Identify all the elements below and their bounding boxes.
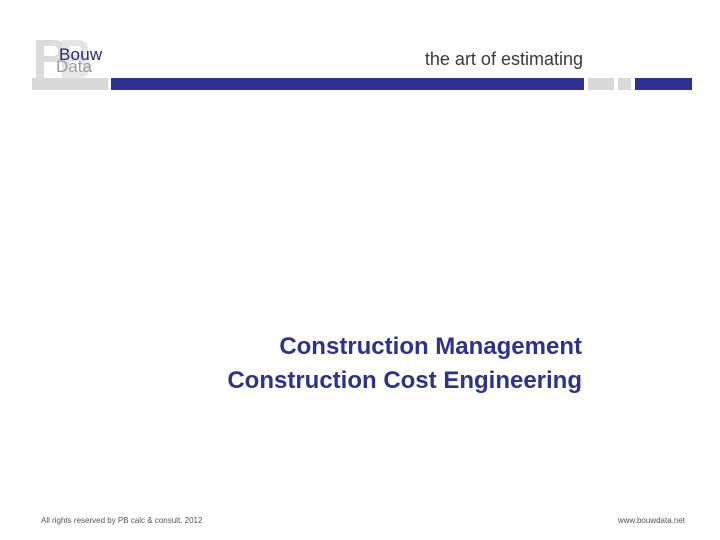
title-line-1: Construction Management (279, 333, 582, 360)
header-bar-grey-left (32, 78, 108, 90)
pb-logo-icon (32, 34, 108, 82)
bouwdata-logo: Bouw Data (32, 34, 108, 92)
header-bar-blue-main (111, 78, 584, 90)
tagline: the art of estimating (424, 49, 583, 69)
slide-title: Construction Management Construction Cos… (227, 330, 582, 398)
header-bar-blue-right (635, 78, 692, 90)
logo-word-data: Data (56, 57, 92, 76)
logo-word-bouw: Bouw (59, 45, 103, 64)
footer-website-link[interactable]: www.bouwdata.net (617, 516, 685, 525)
header-bar-grey-small (618, 78, 631, 90)
header-bar-grey-mid (588, 78, 614, 90)
title-line-2: Construction Cost Engineering (227, 367, 582, 394)
footer-copyright: All rights reserved by PB calc & consult… (41, 516, 203, 525)
